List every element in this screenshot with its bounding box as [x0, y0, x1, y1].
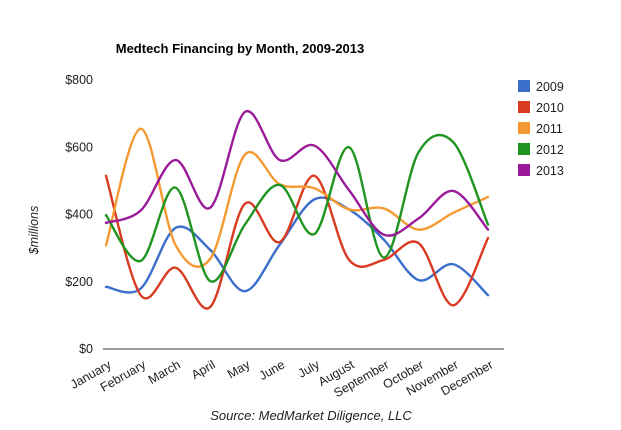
legend-swatch-2012: [518, 143, 530, 155]
y-tick-label: $200: [65, 275, 93, 289]
chart-title: Medtech Financing by Month, 2009-2013: [116, 41, 365, 56]
y-tick-label: $800: [65, 73, 93, 87]
series-line-2010: [104, 174, 490, 310]
legend-label: 2013: [536, 164, 564, 178]
y-tick-label: $400: [65, 208, 93, 222]
series-lines: [104, 110, 490, 310]
source-note: Source: MedMarket Diligence, LLC: [210, 408, 412, 423]
series-line-2013: [104, 110, 490, 237]
y-tick-label: $600: [65, 140, 93, 154]
x-tick-label: June: [257, 357, 288, 383]
legend-swatch-2009: [518, 80, 530, 92]
y-tick-label: $0: [79, 342, 93, 356]
legend-swatch-2013: [518, 164, 530, 176]
legend-label: 2011: [536, 122, 563, 136]
y-axis: $0 $200 $400 $600 $800: [65, 73, 93, 356]
series-line-2009: [104, 196, 490, 297]
legend-label: 2009: [536, 80, 564, 94]
x-tick-label: March: [146, 357, 183, 387]
series-line-2012: [104, 133, 490, 283]
x-tick-label: April: [189, 357, 218, 382]
legend-swatch-2010: [518, 101, 530, 113]
legend-label: 2012: [536, 143, 564, 157]
legend: 2009 2010 2011 2012 2013: [518, 80, 564, 178]
y-axis-label: $millions: [27, 206, 41, 256]
x-tick-label: May: [225, 357, 253, 381]
legend-label: 2010: [536, 101, 564, 115]
legend-swatch-2011: [518, 122, 530, 134]
